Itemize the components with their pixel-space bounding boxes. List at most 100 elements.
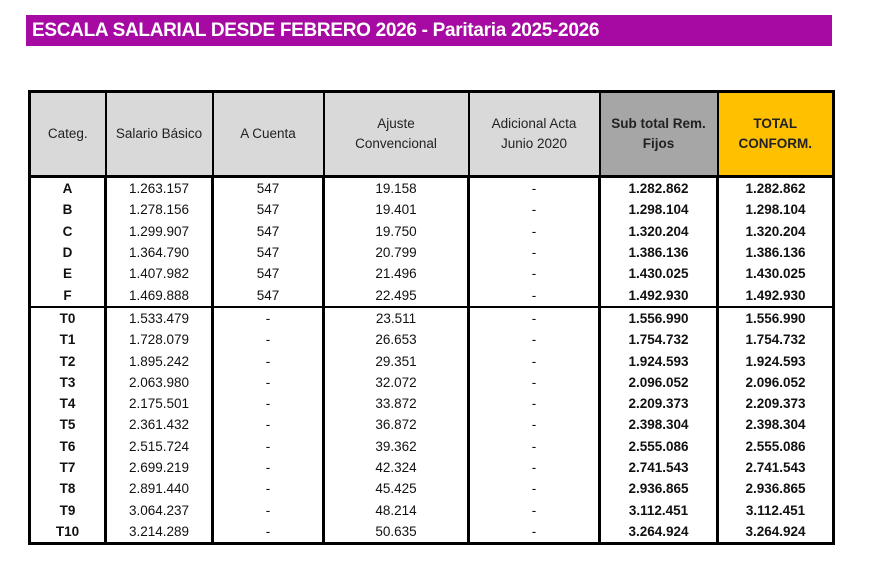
header-ajuste: Ajuste Convencional [322,90,470,178]
cell-adicional: - [467,478,601,500]
header-adicional: Adicional Acta Junio 2020 [467,90,601,178]
header-total: TOTAL CONFORM. [716,90,835,178]
cell-a-cuenta: - [211,520,325,544]
cell-ajuste: 19.750 [322,220,470,242]
cell-categ: T2 [28,350,107,372]
cell-ajuste: 42.324 [322,456,470,479]
cell-subtotal: 1.282.862 [598,176,719,200]
cell-a-cuenta: 547 [211,284,325,307]
cell-salario-basico: 2.175.501 [104,392,214,415]
cell-adicional: - [467,241,601,264]
cell-a-cuenta: - [211,478,325,500]
cell-categ: D [28,241,107,264]
cell-subtotal: 1.924.593 [598,350,719,372]
header-subtotal-line1: Sub total Rem. [611,116,706,131]
cell-adicional: - [467,176,601,200]
cell-a-cuenta: 547 [211,241,325,264]
cell-ajuste: 45.425 [322,478,470,500]
table-row: T2 1.895.242-29.351-1.924.593 1.924.593 [28,350,835,372]
page-title: ESCALA SALARIAL DESDE FEBRERO 2026 - Par… [26,15,832,46]
cell-a-cuenta: - [211,350,325,372]
header-row: Categ. Salario Básico A Cuenta Ajuste Con… [28,90,835,178]
cell-categ: T9 [28,499,107,521]
cell-salario-basico: 1.533.479 [104,305,214,330]
cell-salario-basico: 1.299.907 [104,220,214,242]
cell-total: 1.298.104 [716,199,835,221]
cell-subtotal: 1.320.204 [598,220,719,242]
cell-subtotal: 1.556.990 [598,305,719,330]
cell-ajuste: 19.158 [322,176,470,200]
cell-ajuste: 19.401 [322,199,470,221]
cell-salario-basico: 3.214.289 [104,520,214,544]
cell-categ: T1 [28,329,107,351]
cell-categ: T4 [28,392,107,415]
cell-adicional: - [467,520,601,544]
table-row: F 1.469.888 547 22.495-1.492.930 1.492.930 [28,284,835,307]
cell-ajuste: 23.511 [322,305,470,330]
cell-total: 2.096.052 [716,371,835,393]
cell-subtotal: 3.112.451 [598,499,719,521]
cell-total: 2.741.543 [716,456,835,479]
cell-subtotal: 2.555.086 [598,435,719,457]
cell-categ: T6 [28,435,107,457]
header-ajuste-line1: Ajuste [377,116,415,131]
cell-a-cuenta: - [211,305,325,330]
cell-total: 1.492.930 [716,284,835,307]
cell-subtotal: 3.264.924 [598,520,719,544]
cell-categ: T8 [28,478,107,500]
header-adicional-line2: Junio 2020 [500,136,568,151]
cell-a-cuenta: 547 [211,176,325,200]
cell-categ: T10 [28,520,107,544]
cell-salario-basico: 2.515.724 [104,435,214,457]
cell-categ: C [28,220,107,242]
cell-ajuste: 29.351 [322,350,470,372]
cell-subtotal: 2.741.543 [598,456,719,479]
table-row: T0 1.533.479-23.511-1.556.990 1.556.990 [28,305,835,330]
header-ajuste-line2: Convencional [355,136,437,151]
cell-adicional: - [467,350,601,372]
cell-subtotal: 1.298.104 [598,199,719,221]
cell-salario-basico: 1.728.079 [104,329,214,351]
table-row: T9 3.064.237-48.214-3.112.451 3.112.451 [28,499,835,521]
cell-total: 1.924.593 [716,350,835,372]
cell-adicional: - [467,392,601,415]
cell-subtotal: 1.386.136 [598,241,719,264]
cell-adicional: - [467,199,601,221]
cell-total: 1.430.025 [716,263,835,285]
table-row: T8 2.891.440-45.425-2.936.865 2.936.865 [28,478,835,500]
table-row: B 1.278.156 547 19.401-1.298.104 1.298.104 [28,199,835,221]
cell-subtotal: 2.209.373 [598,392,719,415]
cell-total: 2.398.304 [716,414,835,436]
cell-subtotal: 2.398.304 [598,414,719,436]
cell-salario-basico: 1.364.790 [104,241,214,264]
cell-salario-basico: 2.699.219 [104,456,214,479]
cell-total: 2.209.373 [716,392,835,415]
cell-ajuste: 33.872 [322,392,470,415]
header-subtotal-line2: Fijos [642,136,675,151]
cell-a-cuenta: 547 [211,220,325,242]
cell-total: 1.754.732 [716,329,835,351]
cell-adicional: - [467,263,601,285]
cell-a-cuenta: 547 [211,199,325,221]
header-total-line2: CONFORM. [738,136,813,151]
table-row: T6 2.515.724-39.362-2.555.086 2.555.086 [28,435,835,457]
table-row: T1 1.728.079-26.653-1.754.732 1.754.732 [28,329,835,351]
cell-a-cuenta: - [211,456,325,479]
cell-categ: T5 [28,414,107,436]
table-body: A 1.263.157 547 19.158-1.282.862 1.282.862 B 1… [28,176,835,544]
cell-total: 1.282.862 [716,176,835,200]
table-row: T4 2.175.501-33.872-2.209.373 2.209.373 [28,392,835,415]
cell-total: 2.555.086 [716,435,835,457]
cell-subtotal: 1.754.732 [598,329,719,351]
cell-salario-basico: 2.063.980 [104,371,214,393]
cell-adicional: - [467,305,601,330]
cell-categ: T3 [28,371,107,393]
cell-adicional: - [467,456,601,479]
cell-salario-basico: 1.278.156 [104,199,214,221]
cell-categ: E [28,263,107,285]
cell-a-cuenta: - [211,435,325,457]
cell-salario-basico: 1.895.242 [104,350,214,372]
cell-total: 3.112.451 [716,499,835,521]
cell-categ: F [28,284,107,307]
cell-salario-basico: 2.361.432 [104,414,214,436]
